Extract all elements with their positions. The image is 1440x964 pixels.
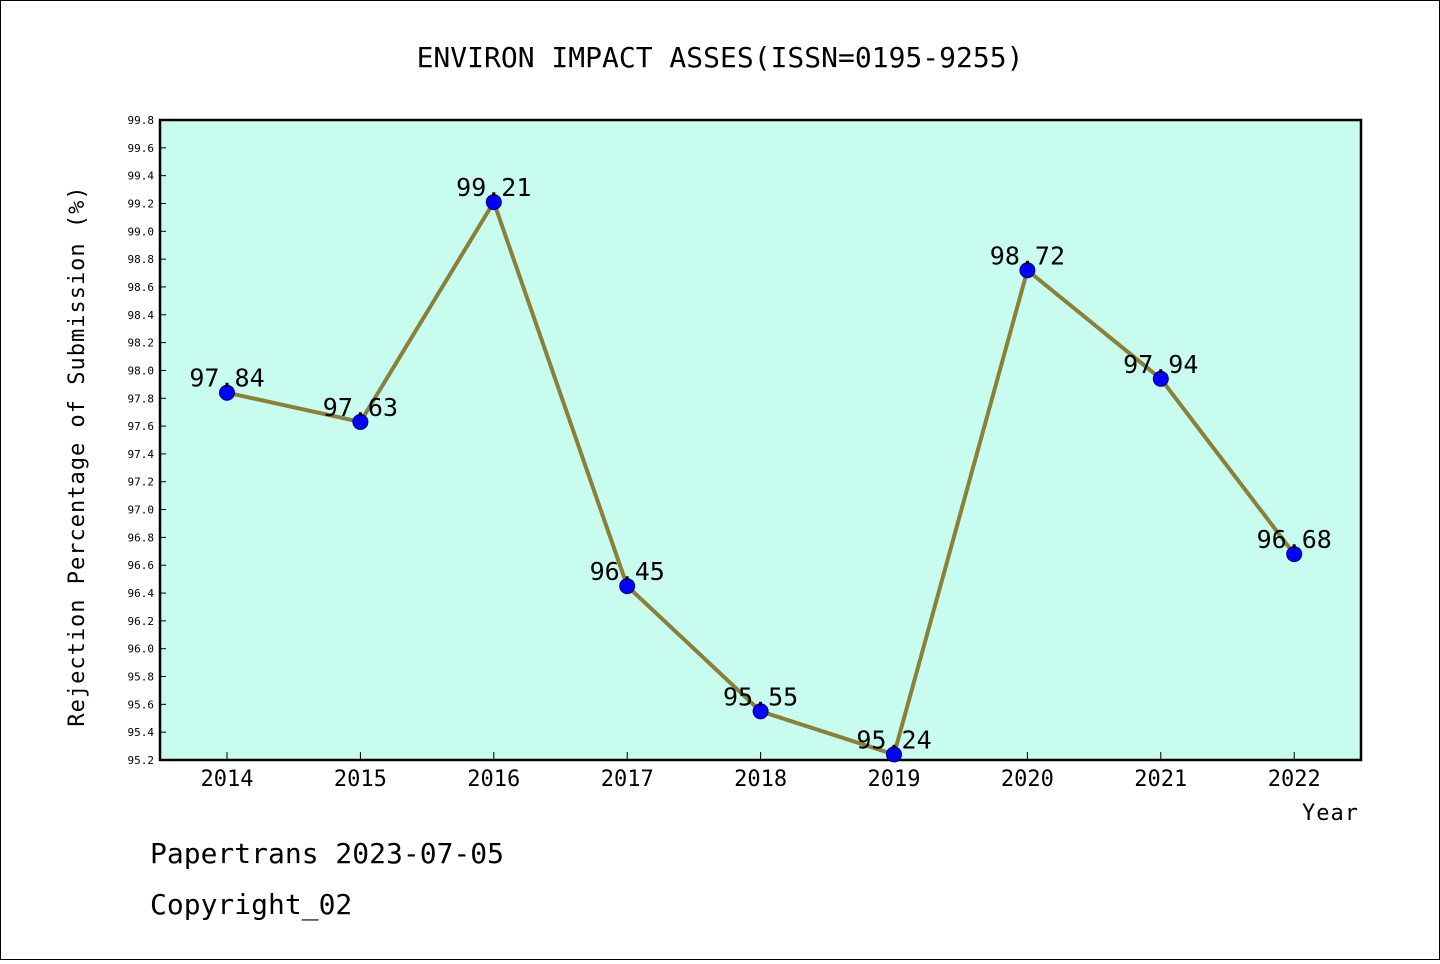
- y-tick-label: 95.8: [128, 671, 155, 684]
- y-tick-label: 96.6: [128, 559, 155, 572]
- footer-line-2: Copyright_02: [150, 888, 352, 922]
- y-tick-label: 99.6: [128, 142, 155, 155]
- plot-area: [158, 118, 1363, 762]
- x-tick-label: 2015: [334, 767, 387, 792]
- data-point: [752, 703, 769, 720]
- x-tick-label: 2019: [868, 767, 921, 792]
- data-label: 96.45: [590, 557, 665, 586]
- data-labels: 97.84 97.63 99.21 96.45 95.55 95.24 98.72 97.94…: [189, 173, 1331, 754]
- data-label: 97.84: [189, 364, 264, 393]
- data-point: [219, 384, 235, 401]
- data-label: 95.24: [856, 725, 931, 754]
- x-tick-label: 2014: [201, 767, 254, 792]
- y-tick-label: 98.6: [128, 281, 155, 294]
- data-point: [1152, 370, 1169, 387]
- y-tick-label: 96.8: [128, 531, 155, 544]
- x-tick-label: 2017: [601, 767, 654, 792]
- data-label: 95.55: [723, 682, 798, 711]
- y-tick-label: 99.0: [128, 225, 155, 238]
- x-axis: 2014 2015 2016 2017 2018 2019 2020 2021 2022: [201, 752, 1321, 792]
- y-tick-label: 97.4: [128, 448, 155, 461]
- footer-line-1: Papertrans 2023-07-05: [150, 837, 504, 870]
- x-tick-label: 2020: [1001, 767, 1054, 792]
- data-label: 97.63: [323, 393, 398, 422]
- data-label: 99.21: [456, 173, 531, 202]
- y-tick-label: 98.4: [128, 309, 155, 322]
- y-tick-label: 97.8: [128, 392, 155, 405]
- x-axis-label: Year: [1302, 801, 1359, 826]
- data-label: 98.72: [990, 241, 1065, 270]
- y-tick-label: 95.6: [128, 698, 155, 711]
- y-axis-label: Rejection Percentage of Submission (%): [65, 185, 90, 726]
- y-tick-label: 99.8: [128, 114, 155, 127]
- x-tick-label: 2021: [1134, 767, 1187, 792]
- y-tick-label: 97.0: [128, 504, 155, 517]
- y-tick-label: 98.2: [128, 337, 155, 350]
- y-tick-label: 97.2: [128, 476, 155, 489]
- y-tick-label: 95.2: [128, 754, 155, 767]
- y-tick-label: 98.0: [128, 364, 155, 377]
- y-axis: 95.2 95.4 95.6 95.8 96.0 96.2 96.4 96.6 96.8 97.0…: [128, 114, 166, 767]
- y-tick-label: 96.2: [128, 615, 155, 628]
- x-tick-label: 2022: [1268, 767, 1321, 792]
- y-tick-label: 96.4: [128, 587, 155, 600]
- data-point: [886, 746, 902, 763]
- data-label: 96.68: [1257, 525, 1332, 554]
- data-point: [352, 413, 369, 430]
- data-point: [1019, 262, 1036, 279]
- data-point: [1286, 546, 1303, 563]
- x-tick-label: 2018: [734, 767, 787, 792]
- y-tick-label: 98.8: [128, 253, 155, 266]
- data-point: [619, 578, 636, 595]
- y-tick-label: 99.2: [128, 197, 155, 210]
- x-tick-label: 2016: [467, 767, 520, 792]
- data-label: 97.94: [1123, 350, 1198, 379]
- y-tick-label: 99.4: [128, 170, 155, 183]
- y-tick-label: 95.4: [128, 726, 155, 739]
- series-markers: [219, 194, 1303, 763]
- y-tick-label: 96.0: [128, 643, 155, 656]
- data-point: [485, 194, 502, 211]
- y-tick-label: 97.6: [128, 420, 155, 433]
- chart-title: ENVIRON IMPACT ASSES(ISSN=0195-9255): [417, 41, 1024, 74]
